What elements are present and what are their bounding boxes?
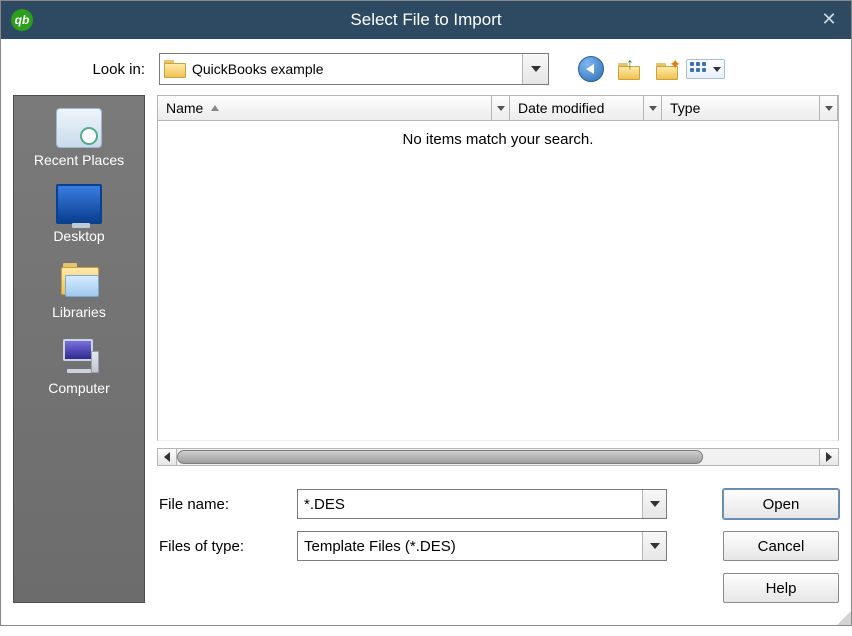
column-header-type[interactable]: Type bbox=[662, 96, 838, 120]
sidebar-item-label: Desktop bbox=[53, 228, 104, 244]
views-menu-icon bbox=[686, 59, 725, 79]
up-one-level-button[interactable]: ↑ bbox=[615, 55, 643, 83]
file-name-value: *.DES bbox=[304, 496, 345, 513]
empty-list-message: No items match your search. bbox=[403, 131, 594, 148]
title-bar: qb Select File to Import ✕ bbox=[1, 1, 851, 39]
back-icon bbox=[578, 56, 604, 82]
scrollbar-track[interactable] bbox=[177, 448, 819, 466]
cancel-button[interactable]: Cancel bbox=[723, 531, 839, 561]
column-header-label: Type bbox=[670, 100, 700, 116]
chevron-right-icon bbox=[826, 452, 832, 462]
close-button[interactable]: ✕ bbox=[817, 7, 841, 31]
sort-ascending-icon bbox=[211, 105, 219, 111]
column-date-dropdown[interactable] bbox=[643, 96, 661, 120]
up-one-level-icon: ↑ bbox=[616, 58, 642, 80]
help-button[interactable]: Help bbox=[723, 573, 839, 603]
open-button[interactable]: Open bbox=[723, 489, 839, 519]
look-in-combo[interactable]: QuickBooks example bbox=[159, 53, 549, 85]
new-folder-icon: ✦ bbox=[654, 58, 680, 80]
scrollbar-thumb[interactable] bbox=[177, 450, 703, 464]
look-in-dropdown-arrow[interactable] bbox=[522, 54, 548, 84]
scroll-left-button[interactable] bbox=[157, 448, 177, 466]
help-button-label: Help bbox=[766, 580, 797, 597]
column-header-label: Date modified bbox=[518, 100, 604, 116]
libraries-icon bbox=[56, 260, 102, 300]
sidebar-item-label: Recent Places bbox=[34, 152, 124, 168]
recent-places-icon bbox=[56, 108, 102, 148]
column-header-name[interactable]: Name bbox=[158, 96, 510, 120]
file-pane: Name Date modified Type No items match y… bbox=[145, 95, 839, 603]
sidebar-item-libraries[interactable]: Libraries bbox=[19, 256, 139, 328]
file-name-label: File name: bbox=[157, 496, 297, 513]
file-name-input[interactable]: *.DES bbox=[297, 489, 667, 519]
file-name-dropdown-arrow[interactable] bbox=[642, 490, 666, 518]
places-sidebar: Recent Places Desktop Libraries Com bbox=[13, 95, 145, 603]
open-button-label: Open bbox=[763, 496, 800, 513]
sidebar-item-label: Libraries bbox=[52, 304, 106, 320]
file-dialog: qb Select File to Import ✕ Look in: Quic… bbox=[0, 0, 852, 626]
scroll-right-button[interactable] bbox=[819, 448, 839, 466]
dialog-body: Look in: QuickBooks example ↑ bbox=[1, 39, 851, 615]
resize-grip-icon[interactable] bbox=[837, 611, 851, 625]
look-in-label: Look in: bbox=[13, 61, 151, 78]
folder-icon bbox=[164, 60, 186, 78]
files-of-type-dropdown-arrow[interactable] bbox=[642, 532, 666, 560]
computer-icon bbox=[56, 336, 102, 376]
desktop-icon bbox=[56, 184, 102, 224]
views-menu-button[interactable] bbox=[691, 55, 719, 83]
files-of-type-value: Template Files (*.DES) bbox=[304, 538, 456, 555]
back-button[interactable] bbox=[577, 55, 605, 83]
main-area: Recent Places Desktop Libraries Com bbox=[13, 95, 839, 603]
column-header-label: Name bbox=[166, 100, 203, 116]
cancel-button-label: Cancel bbox=[758, 538, 805, 555]
files-of-type-label: Files of type: bbox=[157, 538, 297, 555]
bottom-controls: File name: *.DES Open Files of type: Tem… bbox=[157, 489, 839, 603]
dialog-title: Select File to Import bbox=[1, 10, 851, 30]
new-folder-button[interactable]: ✦ bbox=[653, 55, 681, 83]
column-headers: Name Date modified Type bbox=[157, 95, 839, 121]
sidebar-item-recent-places[interactable]: Recent Places bbox=[19, 104, 139, 176]
column-header-date-modified[interactable]: Date modified bbox=[510, 96, 662, 120]
look-in-value: QuickBooks example bbox=[192, 61, 324, 77]
file-list[interactable]: No items match your search. bbox=[157, 121, 839, 441]
chevron-left-icon bbox=[164, 452, 170, 462]
nav-icons: ↑ ✦ bbox=[577, 55, 719, 83]
horizontal-scrollbar[interactable] bbox=[157, 447, 839, 467]
files-of-type-combo[interactable]: Template Files (*.DES) bbox=[297, 531, 667, 561]
column-type-dropdown[interactable] bbox=[819, 96, 837, 120]
sidebar-item-desktop[interactable]: Desktop bbox=[19, 180, 139, 252]
sidebar-item-label: Computer bbox=[48, 380, 109, 396]
look-in-row: Look in: QuickBooks example ↑ bbox=[13, 47, 839, 95]
column-name-dropdown[interactable] bbox=[491, 96, 509, 120]
footer bbox=[1, 615, 851, 625]
sidebar-item-computer[interactable]: Computer bbox=[19, 332, 139, 404]
